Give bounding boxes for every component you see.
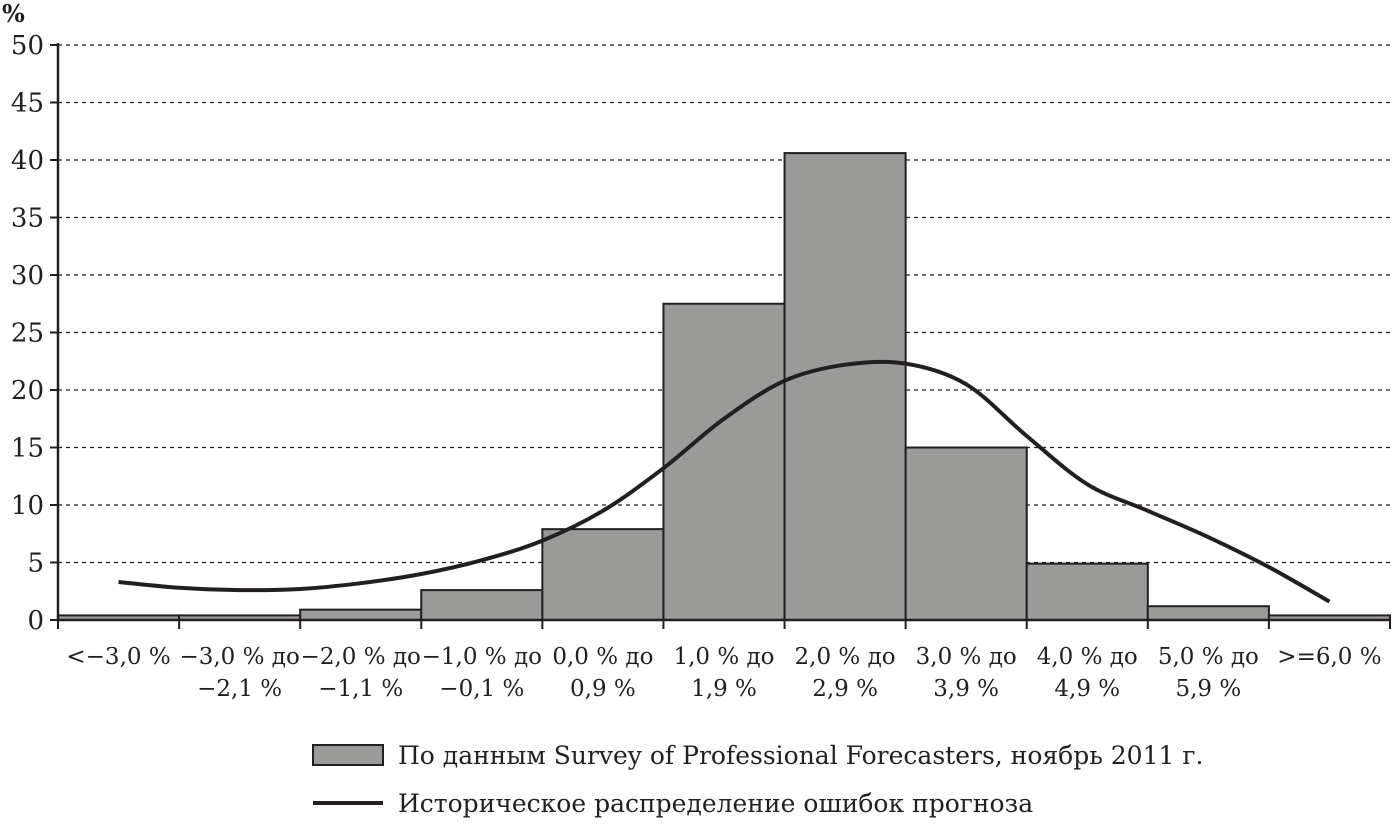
y-tick-label: 35 <box>11 204 44 234</box>
bar <box>783 152 907 621</box>
y-tick-labels: 0 5 10 15 20 25 30 35 40 45 50 <box>11 31 44 636</box>
bar <box>904 446 1028 621</box>
y-tick-label: 50 <box>11 31 44 61</box>
y-tick-label: 5 <box>27 549 44 579</box>
bar <box>662 302 786 621</box>
x-tick-label: 4,0 % до 4,9 % <box>1037 644 1138 702</box>
y-tick-label: 0 <box>27 606 44 636</box>
x-tick-label: >=6,0 % <box>1277 644 1381 670</box>
bars-layer <box>57 152 1391 622</box>
x-tick-label: 1,0 % до 1,9 % <box>673 644 774 702</box>
y-tick-label: 25 <box>11 319 44 349</box>
x-tick-label: 0,0 % до 0,9 % <box>552 644 653 702</box>
x-tick-label: 3,0 % до 3,9 % <box>916 644 1017 702</box>
x-tick-label: 5,0 % до 5,9 % <box>1158 644 1259 702</box>
legend: По данным Survey of Professional Forecas… <box>312 741 1203 818</box>
y-tick-label: 15 <box>11 434 44 464</box>
y-tick-label: 45 <box>11 89 44 119</box>
legend-swatch-bars <box>312 744 384 766</box>
bar <box>420 589 544 621</box>
x-tick-label: −1,0 % до −0,1 % <box>422 644 542 702</box>
x-tick-label: 2,0 % до 2,9 % <box>795 644 896 702</box>
line-layer <box>118 359 1331 604</box>
y-tick-label: 40 <box>11 146 44 176</box>
bar <box>1146 605 1270 622</box>
y-tick-label: 20 <box>11 376 44 406</box>
y-tick-label: 30 <box>11 261 44 291</box>
series-line-historical <box>118 359 1331 604</box>
axes-layer <box>56 43 1391 629</box>
bar <box>1025 562 1149 622</box>
y-tick-label: 10 <box>11 491 44 521</box>
x-tick-labels: <−3,0 % −3,0 % до −2,1 %−2,0 % до −1,1 %−1,… <box>66 644 1381 702</box>
bar <box>299 608 423 622</box>
legend-label-bars: По данным Survey of Professional Forecas… <box>398 741 1203 770</box>
y-axis-unit-label: % <box>2 0 25 28</box>
legend-label-line: Историческое распределение ошибок прогно… <box>398 789 1033 818</box>
x-tick-label: −3,0 % до −2,1 % <box>179 644 299 702</box>
bar <box>541 528 665 622</box>
x-tick-label: <−3,0 % <box>66 644 170 670</box>
x-tick-label: −2,0 % до −1,1 % <box>301 644 421 702</box>
